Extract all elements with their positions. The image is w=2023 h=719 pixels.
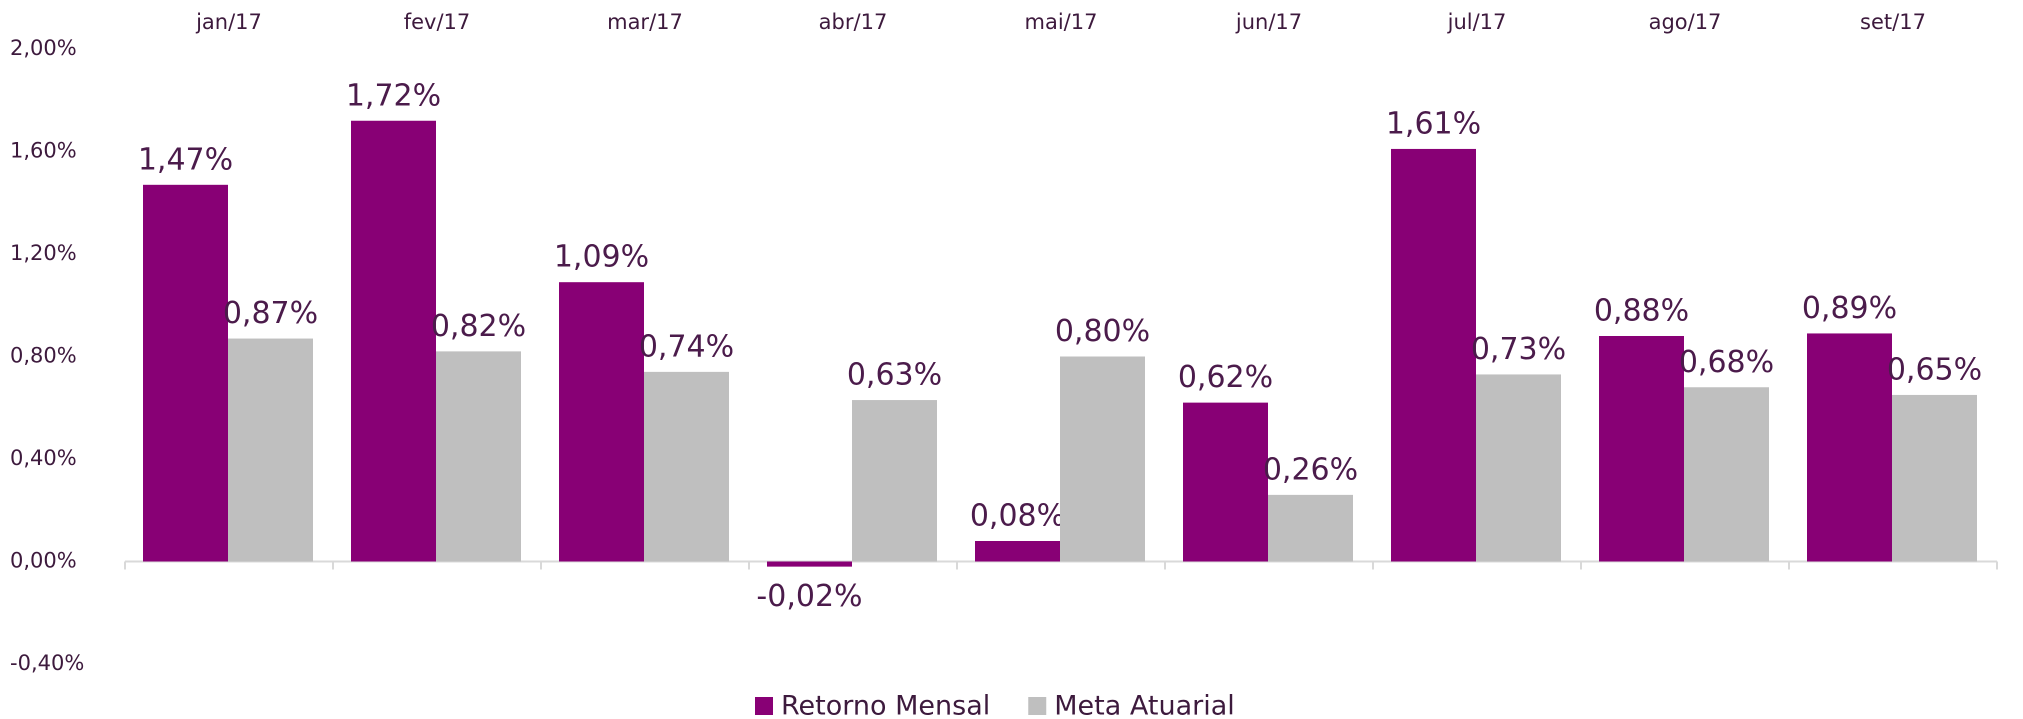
value-label: 0,08% (970, 499, 1065, 534)
value-label: -0,02% (756, 579, 862, 614)
bar (1060, 356, 1145, 562)
value-label: 1,61% (1386, 106, 1481, 141)
x-tick-label: jun/17 (1235, 10, 1302, 34)
y-tick-label: 0,40% (10, 446, 77, 470)
y-tick-label: -0,40% (10, 651, 84, 675)
x-tick-label: jan/17 (195, 10, 262, 34)
bar (975, 541, 1060, 562)
value-label: 0,88% (1594, 294, 1689, 329)
bar (351, 120, 436, 562)
bar (1391, 148, 1476, 562)
x-tick-label: jul/17 (1447, 10, 1507, 34)
value-label: 1,09% (554, 240, 649, 275)
bar (228, 338, 313, 562)
bar (1684, 387, 1769, 562)
value-label: 0,73% (1471, 332, 1566, 367)
value-label: 0,65% (1887, 352, 1982, 387)
value-label: 0,68% (1679, 345, 1774, 380)
legend-label: Meta Atuarial (1054, 691, 1235, 719)
bar (1807, 333, 1892, 562)
bar (143, 184, 228, 562)
bar (1476, 374, 1561, 562)
value-label: 0,89% (1802, 291, 1897, 326)
bar (852, 400, 937, 562)
x-tick-label: set/17 (1860, 10, 1926, 34)
value-label: 0,87% (223, 296, 318, 331)
y-tick-label: 0,80% (10, 344, 77, 368)
bar (1599, 336, 1684, 562)
bar (1183, 402, 1268, 562)
bar (767, 561, 852, 567)
x-tick-label: ago/17 (1649, 10, 1722, 34)
value-label: 1,72% (346, 78, 441, 113)
x-tick-label: mar/17 (607, 10, 683, 34)
legend-swatch (755, 697, 773, 715)
value-label: 0,82% (431, 309, 526, 344)
y-tick-label: 1,20% (10, 241, 77, 265)
bar (644, 371, 729, 562)
value-label: 0,80% (1055, 314, 1150, 349)
bar (1268, 494, 1353, 562)
value-label: 1,47% (138, 142, 233, 177)
bar (559, 282, 644, 562)
value-label: 0,74% (639, 329, 734, 364)
y-tick-label: 1,60% (10, 139, 77, 163)
value-label: 0,26% (1263, 452, 1358, 487)
x-tick-label: fev/17 (404, 10, 471, 34)
y-tick-label: 2,00% (10, 36, 77, 60)
y-tick-label: 0,00% (10, 549, 77, 573)
value-label: 0,62% (1178, 360, 1273, 395)
x-tick-label: abr/17 (819, 10, 888, 34)
bar (1892, 394, 1977, 562)
x-tick-label: mai/17 (1025, 10, 1098, 34)
value-label: 0,63% (847, 358, 942, 393)
bar (436, 351, 521, 562)
legend-swatch (1028, 697, 1047, 715)
legend-label: Retorno Mensal (781, 691, 990, 719)
